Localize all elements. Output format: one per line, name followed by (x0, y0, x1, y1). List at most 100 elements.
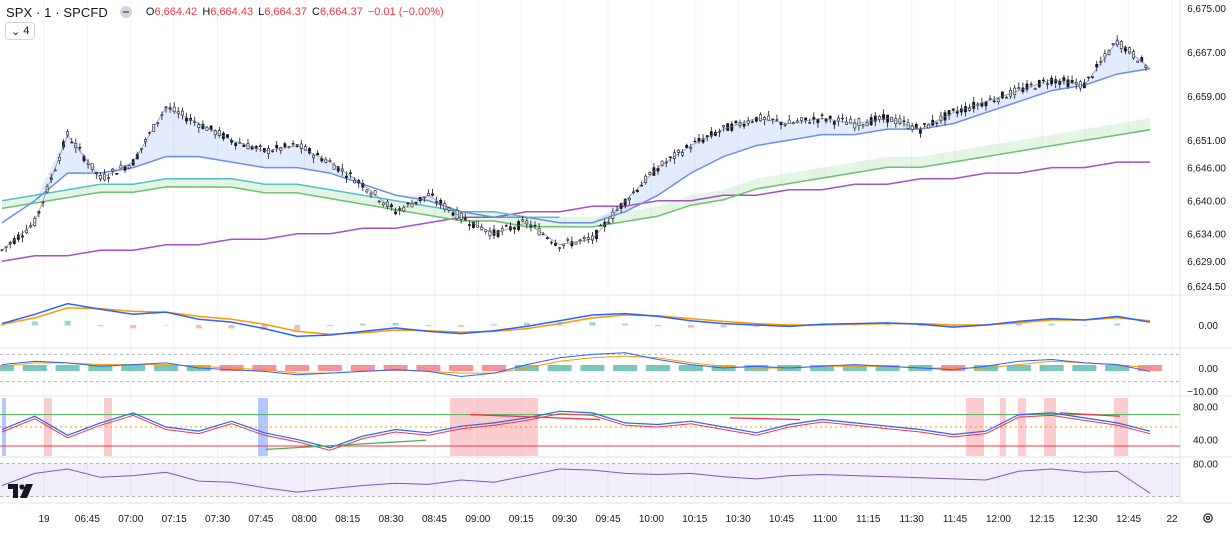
osc-histogram-bar (1072, 365, 1097, 371)
time-tick-label: 11:15 (856, 514, 881, 525)
candle-body (1058, 80, 1062, 85)
candle-body (365, 189, 369, 193)
time-tick-label: 12:00 (986, 514, 1011, 525)
price-tick-label: 6,646.00 (1187, 164, 1226, 175)
candle-body (918, 129, 922, 134)
osc-histogram-bar (810, 365, 834, 371)
macd-histogram-bar (655, 325, 661, 327)
osc-histogram-bar (1105, 365, 1130, 371)
candle-body (992, 100, 996, 102)
osc-histogram-bar (88, 365, 113, 371)
macd-histogram-bar (359, 323, 366, 326)
hide-legend-icon[interactable] (119, 6, 132, 18)
candle-body (291, 143, 295, 145)
macd-histogram-bar (228, 325, 235, 329)
macd-histogram-bar (917, 325, 924, 327)
candle-body (906, 122, 910, 129)
osc-histogram-bar (547, 365, 572, 371)
ema-green-line (1, 128, 1151, 228)
rsi-band (0, 463, 1180, 497)
candle-body (1000, 91, 1004, 99)
macd-histogram-bar (687, 325, 694, 328)
time-tick-label: 10:15 (682, 514, 707, 525)
candle-body (217, 130, 221, 136)
indicator-count: 4 (23, 25, 30, 37)
macd-signal-line (1, 307, 1151, 336)
candle-body (414, 201, 418, 204)
candle-body (951, 108, 955, 111)
gear-icon[interactable] (1202, 512, 1214, 524)
candle-body (996, 98, 1000, 102)
candle-body (898, 118, 902, 124)
candle-body (722, 125, 726, 128)
candle-body (685, 144, 689, 149)
macd-histogram-bar (1114, 323, 1121, 326)
candle-body (554, 243, 557, 246)
candle-body (660, 160, 664, 166)
candle-body (275, 145, 279, 149)
price-tick-label: 6,667.00 (1187, 48, 1226, 59)
macd-histogram-bar (327, 325, 333, 327)
candle-body (312, 154, 316, 159)
indicator-collapse-button[interactable]: ⌄ 4 (5, 22, 36, 40)
price-tick-label: 6,634.00 (1187, 230, 1226, 241)
candle-body (910, 125, 914, 130)
candle-body (775, 119, 779, 121)
candle-body (111, 168, 115, 172)
candle-body (693, 140, 697, 143)
candle-body (41, 201, 45, 204)
stoch-highlight-zone (450, 398, 538, 456)
rsi-line (1, 468, 1151, 494)
candle-body (709, 131, 713, 137)
time-tick-label: 12:45 (1116, 514, 1141, 525)
tradingview-logo-icon[interactable] (8, 484, 34, 498)
ema-purple-line (1, 161, 1150, 262)
stoch-divergence-line (729, 417, 801, 421)
time-tick-label: 10:00 (639, 514, 664, 525)
time-tick-label: 10:45 (769, 514, 794, 525)
candle-body (586, 237, 590, 240)
candle-body (127, 165, 131, 169)
symbol-label[interactable]: SPX · 1 · SPCFD (6, 4, 108, 20)
candle-body (882, 114, 885, 120)
candle-body (242, 144, 246, 147)
candle-body (935, 122, 939, 124)
osc-signal-line (1, 355, 1151, 374)
candle-body (336, 166, 340, 172)
stoch-highlight-zone (44, 398, 52, 456)
candle-body (467, 224, 471, 226)
time-tick-label: 11:30 (900, 514, 925, 525)
candle-body (1005, 97, 1008, 99)
stoch-highlight-zone (1000, 398, 1006, 456)
time-tick-label: 11:00 (813, 514, 838, 525)
time-tick-label: 07:00 (118, 514, 143, 525)
candle-body (816, 119, 820, 123)
candle-body (800, 117, 803, 121)
candle-body (832, 121, 836, 125)
stoch-divergence-line (1059, 412, 1121, 417)
candle-body (841, 117, 844, 120)
candle-body (70, 141, 74, 144)
candle-body (754, 116, 758, 122)
macd-histogram-bar (1048, 323, 1055, 326)
stoch-line (1, 410, 1151, 449)
time-tick-label: 08:15 (335, 514, 360, 525)
price-tick-label: 6,629.00 (1187, 257, 1226, 268)
ema-fast-line (1, 40, 1151, 251)
candle-body (927, 123, 931, 129)
osc-histogram-bar (842, 365, 867, 371)
osc-histogram-bar (252, 365, 277, 371)
candle-body (390, 204, 393, 208)
candle-body (582, 237, 586, 240)
osc-histogram-bar (678, 365, 703, 371)
candle-body (451, 212, 455, 216)
macd-histogram-bar (31, 321, 38, 326)
stoch-highlight-zone (2, 398, 6, 456)
candle-body (435, 201, 439, 203)
candle-body (504, 225, 508, 227)
time-tick-label: 06:45 (75, 514, 100, 525)
candle-body (1111, 43, 1115, 46)
osc-histogram-bar (318, 365, 342, 371)
